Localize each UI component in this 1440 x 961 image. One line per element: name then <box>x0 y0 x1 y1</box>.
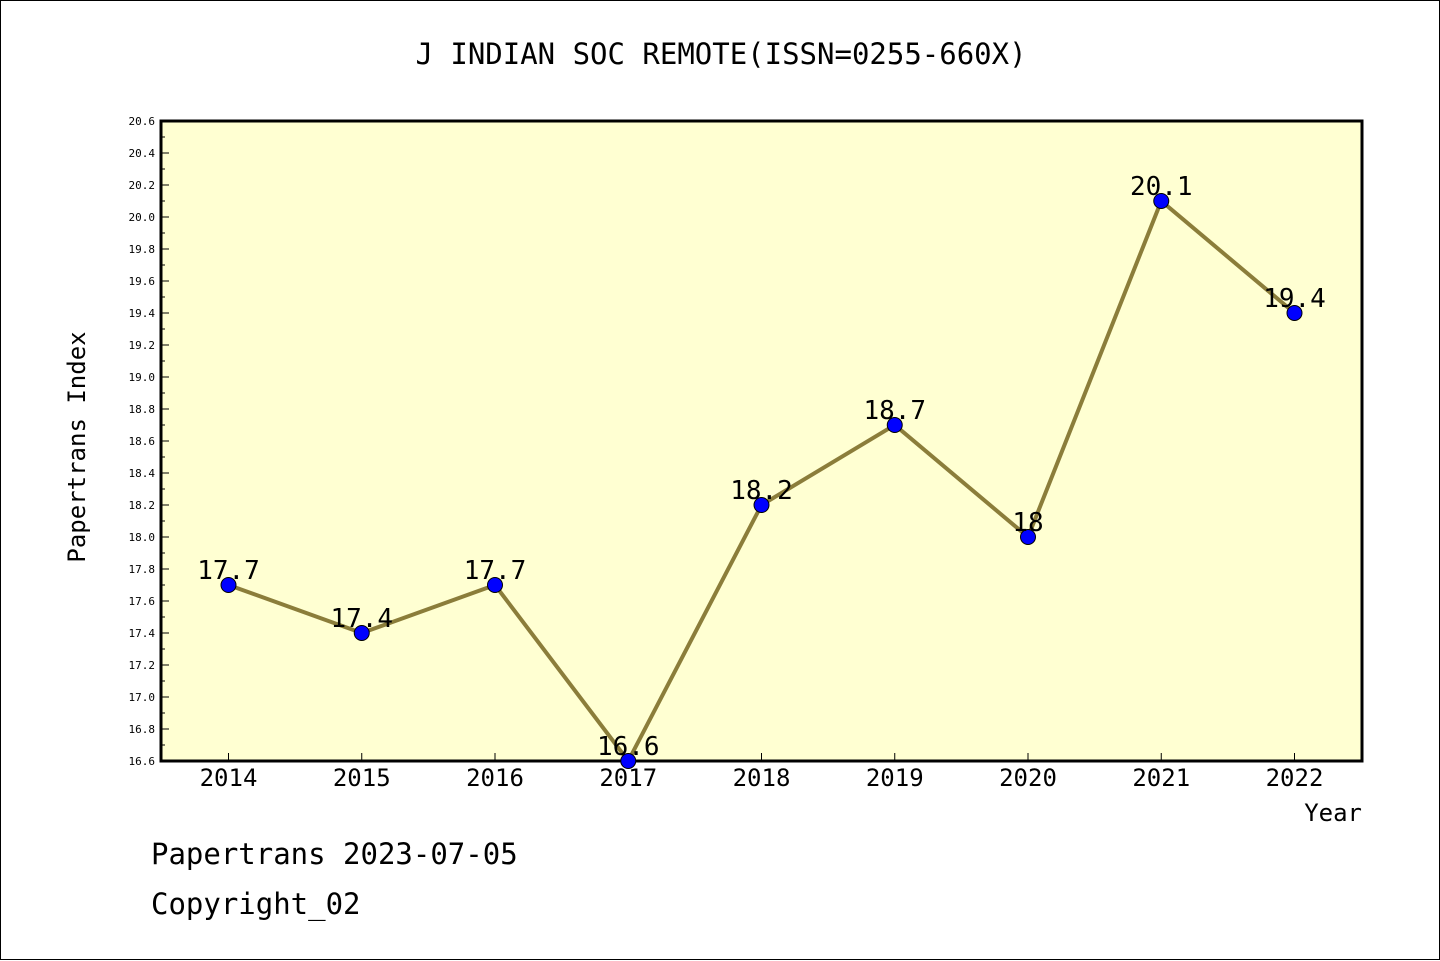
data-label: 17.7 <box>197 556 260 586</box>
y-tick-label: 19.2 <box>129 339 156 352</box>
y-tick-label: 19.4 <box>129 307 156 320</box>
x-tick-label: 2020 <box>999 764 1057 792</box>
data-labels: 17.7 17.4 17.7 16.6 18.2 18.7 18 20.1 19.4 <box>197 172 1326 762</box>
plot-area <box>159 119 1364 763</box>
y-tick-label: 20.0 <box>129 211 156 224</box>
data-label: 18 <box>1012 508 1043 538</box>
data-label: 19.4 <box>1263 284 1326 314</box>
data-point <box>1286 305 1303 321</box>
y-tick-label: 18.8 <box>129 403 156 416</box>
data-points <box>220 193 1303 769</box>
x-tick-label: 2022 <box>1266 764 1324 792</box>
data-label: 17.7 <box>464 556 527 586</box>
data-label: 16.6 <box>597 732 660 762</box>
x-axis: 2014 2015 2016 2017 2018 2019 2020 2021 2022 <box>200 753 1324 792</box>
y-tick-label: 19.6 <box>129 275 156 288</box>
y-tick-label: 20.4 <box>129 147 156 160</box>
y-tick-label: 17.4 <box>129 627 156 640</box>
data-point <box>753 497 770 513</box>
data-point <box>886 417 903 433</box>
y-tick-label: 16.6 <box>129 755 156 768</box>
y-tick-label: 18.0 <box>129 531 156 544</box>
y-tick-label: 17.0 <box>129 691 156 704</box>
footer-date: Papertrans 2023-07-05 <box>151 837 518 871</box>
data-point <box>353 625 370 641</box>
x-axis-label: Year <box>1304 799 1362 827</box>
data-point <box>220 577 237 593</box>
y-axis-label: Papertrans Index <box>63 331 91 562</box>
x-tick-label: 2021 <box>1132 764 1190 792</box>
chart-title: J INDIAN SOC REMOTE(ISSN=0255-660X) <box>415 37 1027 71</box>
y-tick-label: 20.2 <box>129 179 156 192</box>
y-tick-label: 18.4 <box>129 467 156 480</box>
y-tick-label: 18.2 <box>129 499 156 512</box>
data-point <box>487 577 503 593</box>
y-tick-label: 17.6 <box>129 595 156 608</box>
x-tick-label: 2019 <box>866 764 924 792</box>
y-tick-label: 20.6 <box>129 115 156 128</box>
x-tick-label: 2016 <box>466 764 524 792</box>
y-tick-label: 17.2 <box>129 659 156 672</box>
data-point <box>1020 529 1036 545</box>
x-tick-label: 2014 <box>200 764 258 792</box>
y-tick-label: 17.8 <box>129 563 156 576</box>
y-tick-label: 19.8 <box>129 243 156 256</box>
data-label: 20.1 <box>1130 172 1193 202</box>
data-point <box>1153 193 1170 209</box>
y-tick-label: 16.8 <box>129 723 156 736</box>
y-tick-label: 19.0 <box>129 371 156 384</box>
data-point <box>620 753 637 769</box>
x-tick-label: 2018 <box>733 764 791 792</box>
data-label: 18.7 <box>863 396 926 426</box>
data-label: 17.4 <box>330 604 393 634</box>
footer-copyright: Copyright_02 <box>151 887 361 921</box>
data-label: 18.2 <box>730 476 793 506</box>
y-tick-label: 18.6 <box>129 435 156 448</box>
y-axis: 16.6 16.8 17.0 17.2 17.4 17.6 17.8 18.0 18.2 18.4… <box>129 115 169 768</box>
x-tick-label: 2015 <box>333 764 391 792</box>
